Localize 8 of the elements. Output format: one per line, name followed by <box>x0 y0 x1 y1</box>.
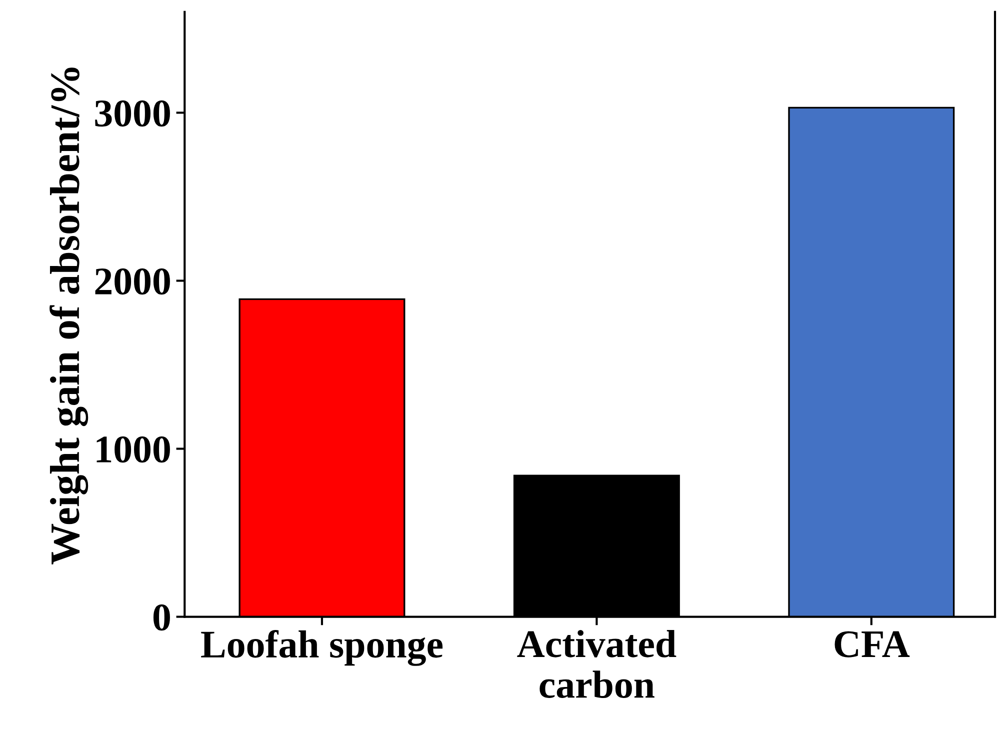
x-tick-label: CFA <box>834 631 910 658</box>
y-axis-title: Weight gain of absorbent/% <box>50 68 88 564</box>
x-tick-label: Activated carbon <box>517 630 676 698</box>
y-tick-label: 3000 <box>95 100 170 127</box>
x-tick-label: Loofah sponge <box>201 630 443 666</box>
y-tick-label: 1000 <box>96 436 170 463</box>
y-tick-label: 2000 <box>95 268 170 295</box>
y-tick-label: 0 <box>153 604 170 631</box>
